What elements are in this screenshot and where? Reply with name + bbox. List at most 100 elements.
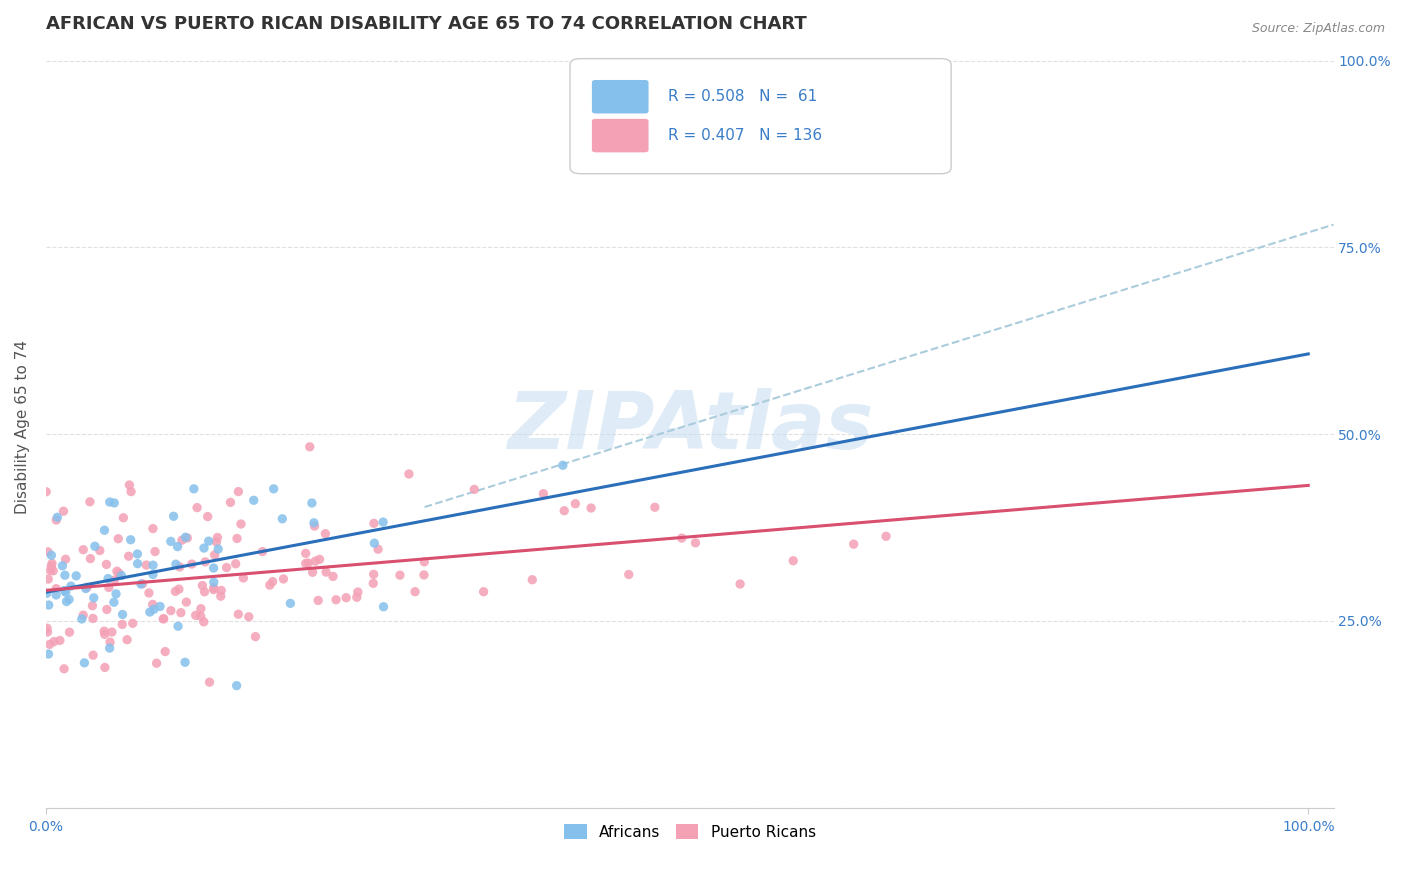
- Point: [51, 558, 73, 573]
- Text: ZIPAtlas: ZIPAtlas: [506, 388, 873, 466]
- Point: [120, 533, 142, 547]
- Point: [52, 504, 75, 518]
- Point: [53, 568, 76, 582]
- Point: [127, 547, 149, 561]
- Point: [70, 612, 93, 626]
- Point: [238, 609, 260, 624]
- Point: [371, 515, 394, 529]
- Point: [110, 568, 132, 582]
- Point: [135, 558, 157, 572]
- Point: [209, 583, 232, 598]
- Point: [97, 581, 120, 595]
- Point: [37, 647, 59, 661]
- Point: [107, 532, 129, 546]
- Point: [463, 483, 485, 497]
- Point: [228, 484, 250, 499]
- Point: [49, 633, 72, 648]
- Point: [58, 625, 80, 640]
- Point: [322, 569, 344, 583]
- Point: [142, 567, 165, 582]
- Point: [105, 564, 128, 578]
- Point: [373, 599, 395, 614]
- Point: [93, 523, 115, 537]
- Point: [152, 612, 174, 626]
- Point: [39, 564, 62, 578]
- Point: [142, 598, 165, 612]
- Point: [39, 559, 62, 574]
- Point: [315, 565, 337, 579]
- Point: [204, 548, 226, 562]
- Point: [671, 531, 693, 545]
- Point: [367, 542, 389, 557]
- Point: [263, 482, 285, 496]
- Point: [35, 586, 58, 600]
- Point: [564, 497, 586, 511]
- Point: [215, 560, 238, 574]
- Point: [82, 611, 104, 625]
- Point: [117, 549, 139, 564]
- Point: [308, 552, 330, 566]
- Point: [162, 509, 184, 524]
- FancyBboxPatch shape: [592, 119, 648, 153]
- Point: [176, 531, 198, 545]
- Legend: Africans, Puerto Ricans: Africans, Puerto Ricans: [558, 818, 823, 846]
- Point: [153, 644, 176, 658]
- Point: [167, 582, 190, 596]
- Point: [685, 536, 707, 550]
- Point: [142, 522, 165, 536]
- Point: [197, 534, 219, 549]
- Point: [347, 585, 370, 599]
- Point: [180, 557, 202, 571]
- Point: [170, 606, 193, 620]
- Point: [202, 582, 225, 597]
- Point: [307, 593, 329, 607]
- Point: [193, 584, 215, 599]
- Point: [232, 571, 254, 585]
- Point: [37, 545, 59, 559]
- Point: [145, 656, 167, 670]
- Point: [45, 588, 67, 602]
- Point: [363, 567, 385, 582]
- Point: [55, 552, 77, 566]
- Point: [226, 532, 249, 546]
- Point: [53, 583, 76, 598]
- Point: [83, 539, 105, 553]
- Point: [159, 534, 181, 549]
- Point: [143, 544, 166, 558]
- Point: [38, 598, 60, 612]
- Point: [298, 440, 321, 454]
- Point: [75, 582, 97, 596]
- Point: [127, 557, 149, 571]
- Point: [111, 607, 134, 622]
- Point: [93, 627, 115, 641]
- Point: [304, 519, 326, 533]
- Point: [37, 572, 59, 586]
- Text: R = 0.508   N =  61: R = 0.508 N = 61: [668, 89, 817, 104]
- Point: [363, 516, 385, 531]
- Point: [294, 557, 316, 571]
- Point: [304, 554, 326, 568]
- Point: [35, 621, 58, 635]
- Point: [45, 582, 67, 596]
- Point: [728, 577, 751, 591]
- Point: [219, 495, 242, 509]
- Point: [174, 655, 197, 669]
- Point: [53, 662, 76, 676]
- Point: [194, 555, 217, 569]
- Point: [245, 630, 267, 644]
- Point: [226, 607, 249, 622]
- Text: Source: ZipAtlas.com: Source: ZipAtlas.com: [1251, 22, 1385, 36]
- Text: AFRICAN VS PUERTO RICAN DISABILITY AGE 65 TO 74 CORRELATION CHART: AFRICAN VS PUERTO RICAN DISABILITY AGE 6…: [46, 15, 807, 33]
- Point: [105, 587, 128, 601]
- Point: [59, 579, 82, 593]
- Point: [170, 533, 193, 548]
- Point: [89, 543, 111, 558]
- Point: [165, 584, 187, 599]
- Point: [160, 604, 183, 618]
- Point: [82, 599, 104, 613]
- Point: [205, 535, 228, 549]
- Point: [259, 578, 281, 592]
- Point: [273, 572, 295, 586]
- FancyBboxPatch shape: [569, 59, 950, 174]
- Point: [202, 575, 225, 590]
